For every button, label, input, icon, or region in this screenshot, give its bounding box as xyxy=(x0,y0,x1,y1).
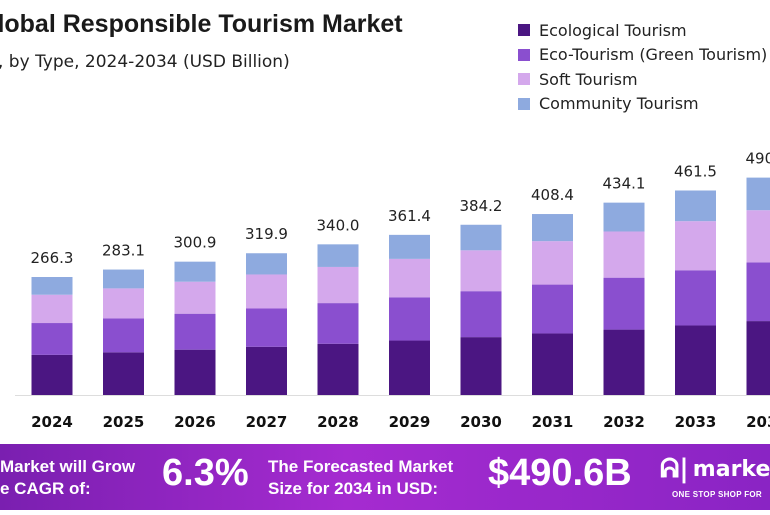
legend-swatch xyxy=(518,24,530,37)
x-tick-label-2024: 2024 xyxy=(31,413,73,431)
summary-banner: Market will Grow e CAGR of: 6.3% The Fore… xyxy=(0,444,770,510)
x-tick-label-2032: 2032 xyxy=(603,413,645,431)
total-label-2028: 340.0 xyxy=(317,216,360,234)
bar-segment-2032-0 xyxy=(603,329,645,395)
x-tick-label-2026: 2026 xyxy=(174,413,216,431)
bar-segment-2031-2 xyxy=(532,241,573,285)
bar-segment-2029-3 xyxy=(389,234,430,259)
cagr-value: 6.3% xyxy=(162,452,249,494)
logo-tagline: ONE STOP SHOP FOR xyxy=(672,490,763,499)
bar-segment-2032-3 xyxy=(603,202,645,232)
bar-segment-2033-2 xyxy=(675,221,716,271)
bar-segment-2024-1 xyxy=(31,323,73,355)
bar-segment-2027-2 xyxy=(246,274,287,309)
bar-segment-2026-0 xyxy=(174,349,216,395)
bar-segment-2029-0 xyxy=(389,340,430,395)
legend-swatch xyxy=(518,48,530,61)
legend-swatch xyxy=(518,97,530,110)
forecast-caption-line2: Size for 2034 in USD: xyxy=(268,479,439,498)
bar-segment-2028-1 xyxy=(317,303,359,344)
legend-item-community: Community Tourism xyxy=(518,92,770,117)
bar-segment-2028-0 xyxy=(317,343,359,395)
bar-segment-2031-0 xyxy=(532,333,573,395)
x-tick-label-2025: 2025 xyxy=(103,413,145,431)
bar-segment-2030-2 xyxy=(460,250,502,292)
bar-segment-2034-1 xyxy=(746,262,770,322)
bar-segment-2033-1 xyxy=(675,270,716,326)
bar-segment-2028-3 xyxy=(317,244,359,267)
legend-item-soft: Soft Tourism xyxy=(518,67,770,92)
total-label-2034: 490.6 xyxy=(746,150,770,168)
total-label-2025: 283.1 xyxy=(102,242,145,260)
bar-segment-2031-3 xyxy=(532,214,573,242)
total-label-2026: 300.9 xyxy=(174,234,217,252)
total-label-2029: 361.4 xyxy=(388,207,431,225)
legend-item-eco-tourism: Eco-Tourism (Green Tourism) xyxy=(518,43,770,68)
forecast-caption: The Forecasted Market Size for 2034 in US… xyxy=(268,456,453,500)
legend: Ecological Tourism Eco-Tourism (Green To… xyxy=(518,18,770,116)
bar-segment-2028-2 xyxy=(317,266,359,304)
cagr-caption-line1: Market will Grow xyxy=(0,457,136,476)
total-label-2032: 434.1 xyxy=(603,175,646,193)
total-label-2033: 461.5 xyxy=(674,163,717,181)
bar-segment-2025-2 xyxy=(103,288,144,319)
x-tick-label-2027: 2027 xyxy=(246,413,288,431)
logo-text: marke xyxy=(692,457,770,482)
bar-segment-2030-0 xyxy=(460,337,502,395)
bar-segment-2032-2 xyxy=(603,231,645,278)
bar-segment-2033-0 xyxy=(675,325,716,395)
bar-segment-2034-2 xyxy=(746,210,770,263)
bar-segment-2024-0 xyxy=(31,354,73,395)
bar-segment-2026-3 xyxy=(174,261,216,282)
bar-segment-2029-2 xyxy=(389,258,430,298)
bar-segment-2030-3 xyxy=(460,224,502,251)
total-label-2024: 266.3 xyxy=(31,249,74,267)
bar-segment-2025-3 xyxy=(103,269,144,289)
bar-segment-2027-1 xyxy=(246,308,287,347)
legend-swatch xyxy=(518,73,530,86)
forecast-value: $490.6B xyxy=(488,452,632,494)
legend-label: Ecological Tourism xyxy=(539,20,687,40)
bar-segment-2032-1 xyxy=(603,277,645,330)
bar-segment-2029-1 xyxy=(389,297,430,341)
legend-label: Community Tourism xyxy=(539,94,699,114)
bar-segment-2034-0 xyxy=(746,321,770,395)
bar-segment-2025-0 xyxy=(103,352,144,395)
chart-title: Global Responsible Tourism Market xyxy=(0,10,403,38)
x-tick-label-2030: 2030 xyxy=(460,413,502,431)
x-tick-label-2034: 2034 xyxy=(746,413,770,431)
x-tick-label-2029: 2029 xyxy=(389,413,431,431)
bar-segment-2031-1 xyxy=(532,284,573,334)
stacked-bar-chart: 266.3 2024 283.1 2025 300.9 2026 319.9 2027 340.… xyxy=(15,150,770,431)
legend-item-ecological: Ecological Tourism xyxy=(518,18,770,43)
bar-segment-2024-2 xyxy=(31,294,73,324)
forecast-caption-line1: The Forecasted Market xyxy=(268,457,454,476)
total-label-2027: 319.9 xyxy=(245,225,288,243)
cagr-caption: Market will Grow e CAGR of: xyxy=(0,456,150,500)
bar-segment-2024-3 xyxy=(31,277,73,295)
cagr-caption-line2: e CAGR of: xyxy=(0,479,91,498)
x-tick-label-2033: 2033 xyxy=(675,413,717,431)
x-tick-label-2031: 2031 xyxy=(532,413,574,431)
legend-label: Soft Tourism xyxy=(539,69,638,89)
bar-segment-2027-3 xyxy=(246,253,287,275)
bar-segment-2026-2 xyxy=(174,281,216,314)
x-tick-label-2028: 2028 xyxy=(317,413,359,431)
bar-segment-2025-1 xyxy=(103,318,144,353)
logo-mark-icon: ᕱ| xyxy=(660,454,689,484)
bar-segment-2027-0 xyxy=(246,346,287,395)
bar-segment-2026-1 xyxy=(174,313,216,350)
bar-segment-2030-1 xyxy=(460,291,502,338)
total-label-2031: 408.4 xyxy=(531,186,574,204)
brand-logo: ᕱ| marke xyxy=(660,454,770,485)
total-label-2030: 384.2 xyxy=(460,197,503,215)
legend-label: Eco-Tourism (Green Tourism) xyxy=(539,45,768,65)
bar-segment-2034-3 xyxy=(746,177,770,211)
bar-segment-2033-3 xyxy=(675,190,716,222)
chart-subtitle: , by Type, 2024-2034 (USD Billion) xyxy=(0,52,290,72)
